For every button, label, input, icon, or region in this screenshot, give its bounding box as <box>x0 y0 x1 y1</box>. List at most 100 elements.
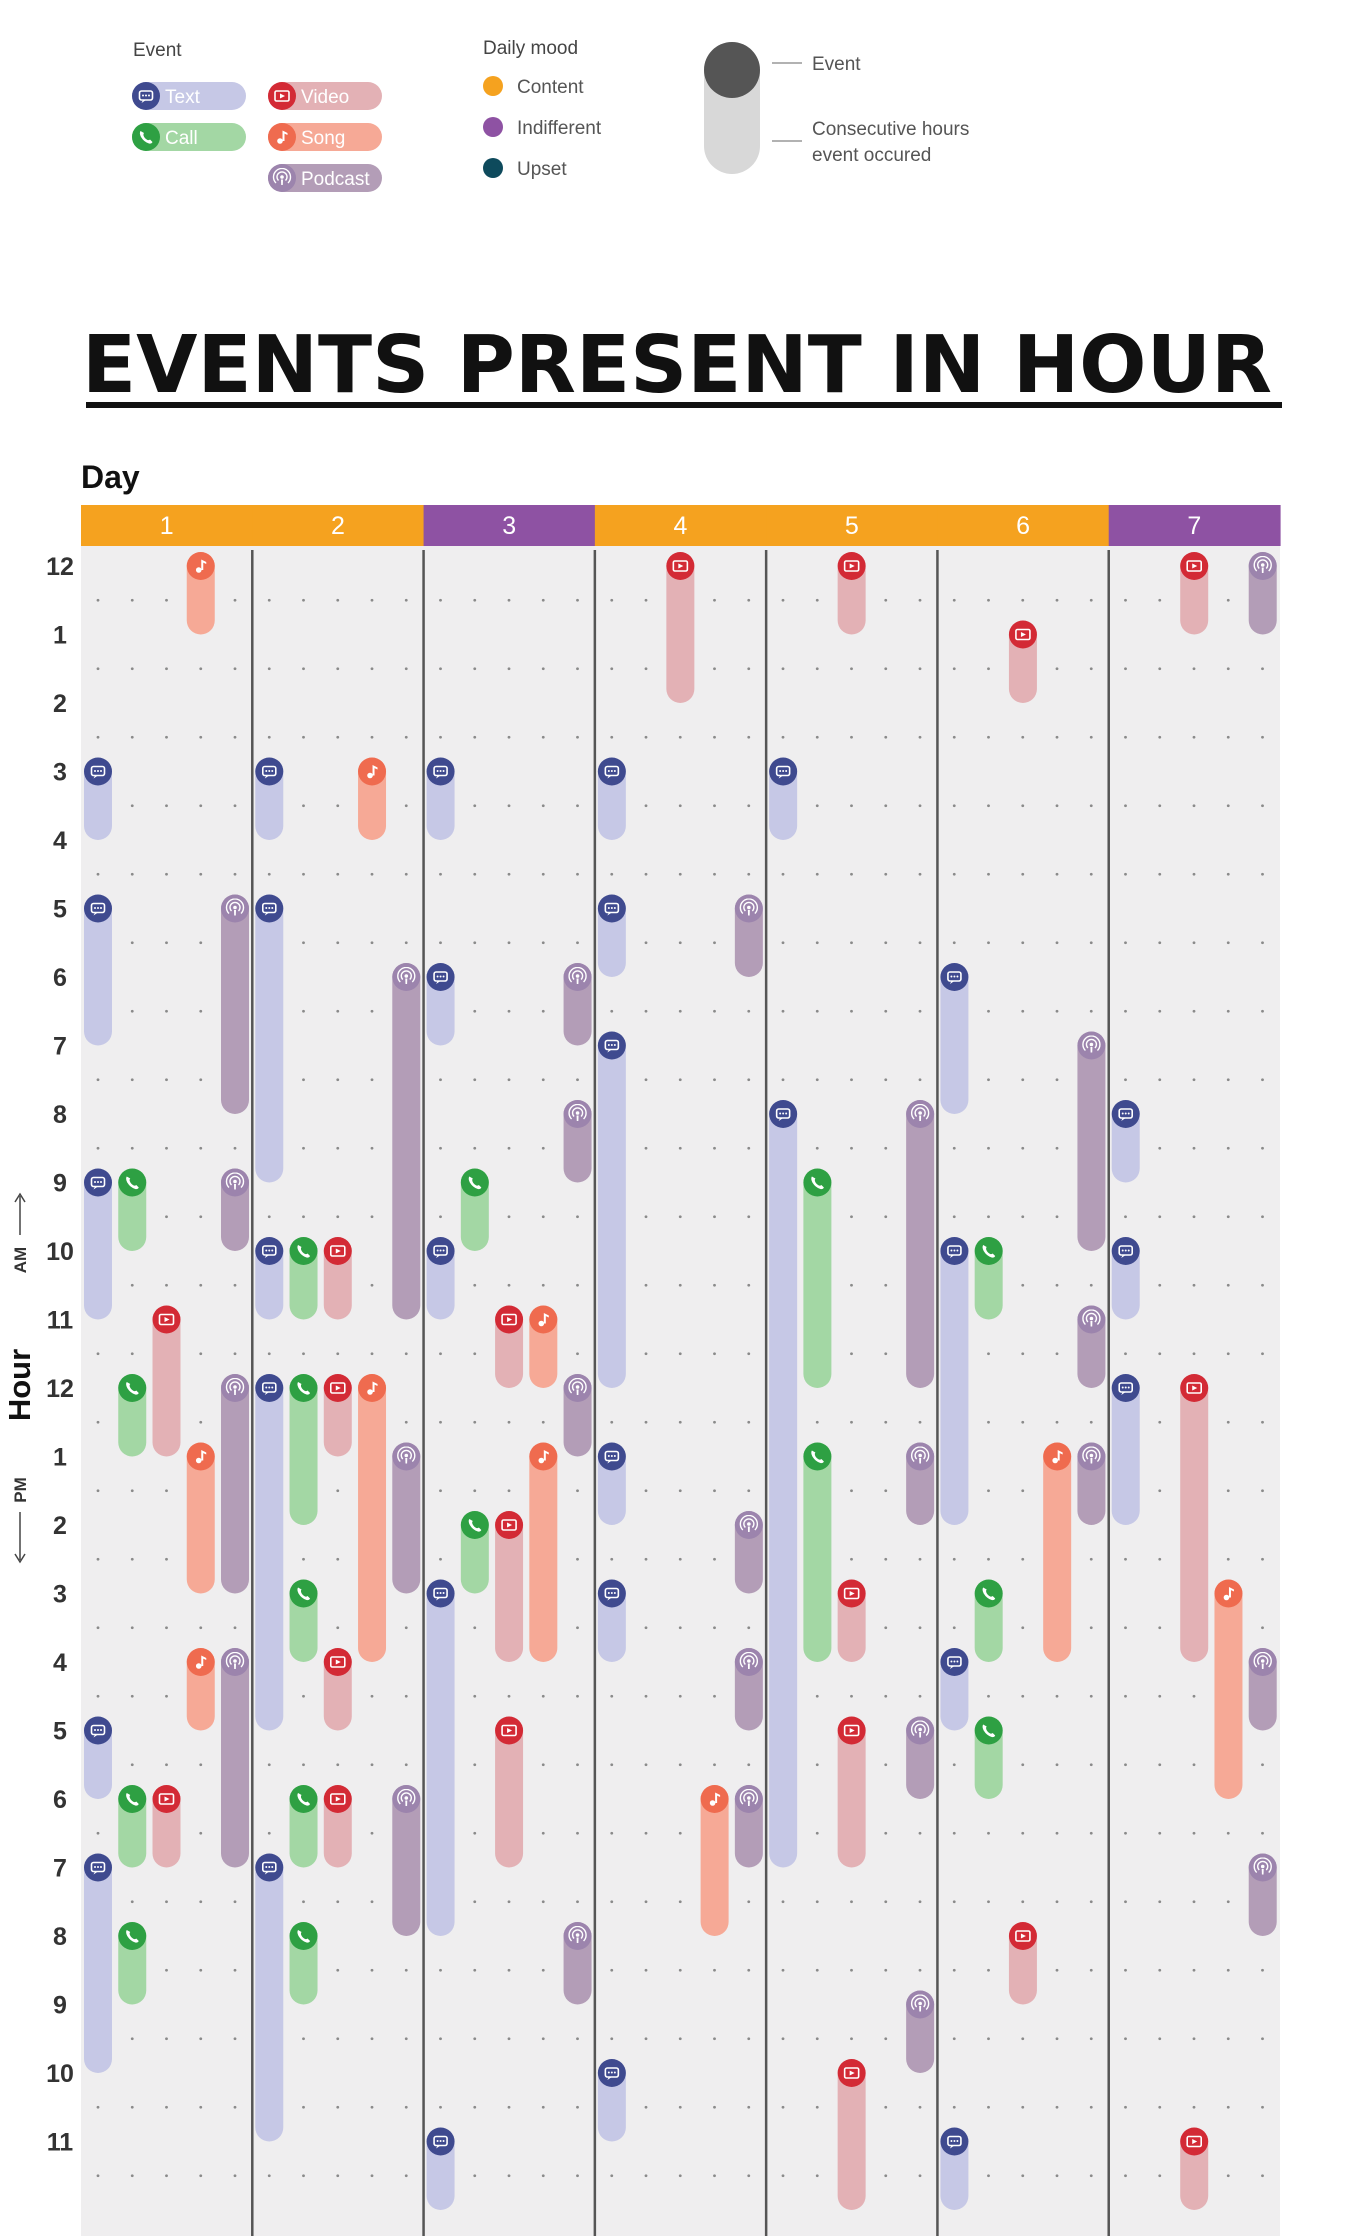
event-song-dot <box>358 757 387 786</box>
hour-label: 9 <box>53 1992 67 2020</box>
event-call-mark <box>460 1511 489 1594</box>
event-call-bar <box>289 1374 318 1525</box>
event-text-bar <box>1111 1374 1140 1525</box>
event-call-dot <box>289 1237 318 1265</box>
event-video-mark <box>1180 1374 1209 1662</box>
hour-label: 12 <box>46 553 74 581</box>
legend-mood-indifferent-dot <box>483 117 503 137</box>
event-video-mark <box>837 1716 866 1868</box>
event-song-mark <box>529 1442 558 1662</box>
event-song-bar <box>186 1442 215 1594</box>
hour-label: 10 <box>46 2060 74 2088</box>
event-podcast-mark <box>1248 1648 1277 1731</box>
event-text-bar <box>940 963 969 1114</box>
event-podcast-mark <box>221 894 249 1114</box>
event-text-bar <box>84 1853 112 2073</box>
hour-label: 12 <box>46 1375 74 1403</box>
day-header-cell-3 <box>423 505 596 546</box>
event-podcast-bar <box>1077 1031 1106 1251</box>
legend-event-song: Song <box>268 123 382 151</box>
event-song-dot <box>186 552 215 580</box>
legend-song-label: Song <box>301 128 345 149</box>
event-song-dot <box>186 1648 215 1676</box>
hour-label: 8 <box>53 1101 67 1129</box>
event-podcast-mark <box>392 1442 421 1594</box>
event-call-mark <box>974 1716 1003 1799</box>
event-podcast-mark <box>392 1785 421 1936</box>
event-text-bar <box>255 1374 284 1731</box>
day-label-6: 6 <box>1016 512 1030 540</box>
hour-label: 10 <box>46 1238 74 1266</box>
day-label-1: 1 <box>160 512 174 540</box>
event-song-mark <box>186 1442 215 1594</box>
event-video-mark <box>323 1648 352 1731</box>
event-song-mark <box>358 757 387 840</box>
event-podcast-bar <box>392 963 421 1320</box>
day-label-2: 2 <box>331 512 345 540</box>
event-text-mark <box>597 2059 626 2142</box>
event-podcast-mark <box>221 1168 249 1251</box>
event-call-mark <box>803 1168 832 1388</box>
event-text-bar <box>940 1237 969 1525</box>
event-song-mark <box>700 1785 729 1936</box>
event-song-dot <box>186 1442 215 1471</box>
event-text-bar <box>255 894 284 1183</box>
event-podcast-mark <box>734 894 763 977</box>
event-text-mark <box>84 757 112 840</box>
event-call-dot <box>803 1168 832 1197</box>
legend-events: Event Text Video Call Song Podcast <box>132 40 382 192</box>
event-podcast-mark <box>1248 1853 1277 1936</box>
event-text-mark <box>426 2127 455 2210</box>
event-text-mark <box>426 1237 455 1320</box>
event-podcast-mark <box>1077 1442 1106 1525</box>
event-video-mark <box>666 552 695 703</box>
event-text-mark <box>769 757 798 840</box>
event-text-mark <box>940 1648 969 1731</box>
event-podcast-mark <box>563 963 592 1046</box>
event-podcast-mark <box>563 1374 592 1457</box>
event-call-dot <box>974 1237 1003 1265</box>
y-axis-label-group: Hour AM PM <box>2 1192 37 1564</box>
legend-mood-content-dot <box>483 76 503 96</box>
event-call-dot <box>803 1442 832 1471</box>
event-text-mark <box>84 1853 112 2073</box>
hour-label: 3 <box>53 1581 67 1609</box>
hour-label: 1 <box>53 622 67 650</box>
event-text-mark <box>84 1716 112 1799</box>
hour-label: 6 <box>53 964 67 992</box>
event-text-mark <box>940 963 969 1114</box>
event-video-mark <box>495 1305 524 1388</box>
hour-label: 9 <box>53 1170 67 1198</box>
legend-event-call: Call <box>132 123 246 151</box>
event-song-mark <box>1043 1442 1072 1662</box>
event-song-mark <box>1214 1579 1243 1799</box>
hour-label: 5 <box>53 896 67 924</box>
event-text-mark <box>426 757 455 840</box>
event-call-dot <box>118 1374 147 1402</box>
day-label-5: 5 <box>845 512 859 540</box>
legend-mood-upset-dot <box>483 158 503 178</box>
event-podcast-bar <box>906 1100 935 1388</box>
legend-mood-title: Daily mood <box>483 38 578 59</box>
legend-event-podcast: Podcast <box>268 164 382 192</box>
event-call-mark <box>289 1579 318 1662</box>
day-label-4: 4 <box>674 512 688 540</box>
event-song-dot <box>1043 1442 1072 1471</box>
day-header-cell-2 <box>252 505 425 546</box>
legend-mood-content-label: Content <box>517 77 584 98</box>
event-podcast-bar <box>221 1648 249 1868</box>
am-label: AM <box>11 1247 30 1273</box>
event-call-dot <box>460 1168 489 1197</box>
legend-call-label: Call <box>165 128 198 149</box>
event-song-dot <box>529 1442 558 1471</box>
event-text-mark <box>597 757 626 840</box>
event-call-mark <box>289 1374 318 1525</box>
event-call-mark <box>289 1785 318 1868</box>
event-text-mark <box>597 894 626 977</box>
legend-event-title: Event <box>133 40 182 61</box>
legend-event-text: Text <box>132 82 246 110</box>
event-text-mark <box>255 1853 284 2142</box>
event-call-mark <box>974 1237 1003 1320</box>
hour-label: 4 <box>53 827 67 855</box>
